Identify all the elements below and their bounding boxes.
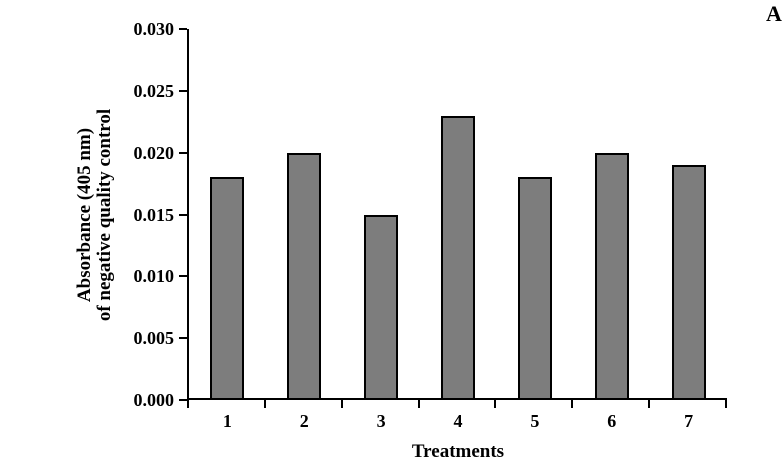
x-tick-mark [340, 400, 343, 408]
y-tick-mark [179, 213, 187, 216]
x-tick-mark [187, 400, 189, 408]
y-tick-mark [179, 337, 187, 340]
x-tick-mark [494, 400, 497, 408]
y-tick-mark [179, 275, 187, 278]
bar-treatment-7 [671, 165, 706, 400]
x-tick-label: 1 [222, 411, 232, 431]
x-axis-label: Treatments [411, 441, 505, 462]
y-tick-mark [179, 89, 187, 92]
x-tick-label: 5 [530, 411, 540, 431]
bar-treatment-1 [210, 177, 245, 400]
x-tick-mark [417, 400, 420, 408]
y-tick-mark [179, 28, 187, 30]
y-tick-mark [179, 151, 187, 154]
x-tick-label: 3 [376, 411, 386, 431]
x-tick-label: 2 [299, 411, 309, 431]
y-tick-label: 0.025 [133, 80, 175, 101]
bar-treatment-5 [517, 177, 552, 400]
y-tick-mark [179, 399, 187, 401]
y-tick-label: 0.000 [133, 390, 175, 410]
x-tick-mark [263, 400, 266, 408]
x-tick-label: 6 [607, 411, 617, 431]
y-tick-label: 0.010 [133, 266, 175, 287]
y-tick-label: 0.005 [133, 328, 175, 349]
y-tick-label: 0.020 [133, 142, 175, 163]
y-axis-label-line1: Absorbance (405 nm) [74, 127, 95, 303]
bar-treatment-4 [441, 115, 475, 400]
y-tick-label: 0.030 [133, 19, 175, 39]
y-axis-line [187, 29, 189, 400]
x-tick-mark [571, 400, 574, 408]
x-tick-mark [648, 400, 651, 408]
x-tick-label: 4 [453, 411, 463, 431]
bar-treatment-2 [287, 152, 322, 400]
panel-label: A [766, 1, 782, 26]
y-tick-label: 0.015 [133, 204, 175, 225]
bar-treatment-3 [364, 214, 399, 400]
bar-treatment-6 [594, 152, 629, 400]
x-tick-mark [725, 400, 727, 408]
x-tick-label: 7 [684, 411, 694, 431]
